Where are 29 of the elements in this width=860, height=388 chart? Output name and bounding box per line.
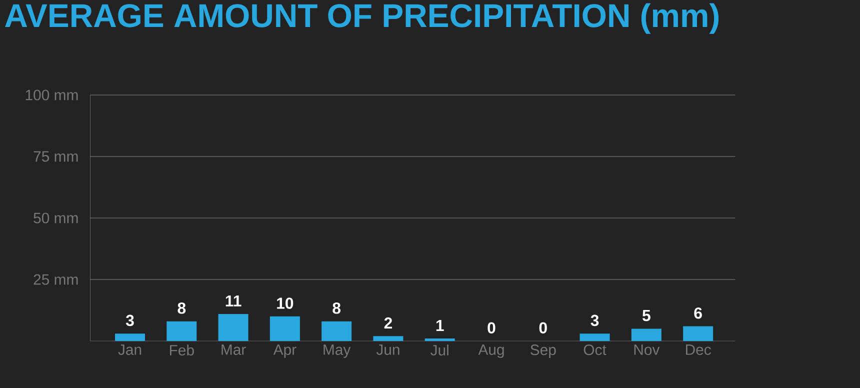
data-label: 6 [694,307,702,319]
y-tick-label: 25 mm [34,274,78,285]
x-tick-label: Oct [584,344,606,356]
x-tick-label: Feb [170,344,194,356]
chart-title: AVERAGE AMOUNT OF PRECIPITATION (mm) [5,3,719,34]
x-tick-label: Nov [634,344,660,355]
data-label: 8 [332,302,341,314]
x-tick-label: Jan [118,344,142,355]
data-label: 0 [488,322,496,334]
x-tick-label: Sep [530,344,556,358]
data-label: 2 [384,317,392,329]
x-tick-label: Mar [222,344,246,355]
y-tick-label: 50 mm [34,212,78,224]
data-label: 0 [539,322,547,334]
data-label: 3 [590,314,599,326]
data-label: 11 [226,295,242,306]
x-tick-label: Jun [376,344,400,355]
data-label: 10 [277,298,294,309]
x-tick-label: Apr [273,344,296,358]
y-tick-label: 75 mm [34,151,78,162]
x-tick-label: May [324,344,351,358]
data-label: 1 [436,320,444,332]
y-tick-label: 100 mm [26,90,78,100]
data-label: 5 [642,310,650,322]
x-tick-label: Jul [430,344,448,356]
x-tick-label: Dec [686,344,711,355]
data-label: 3 [126,314,134,326]
x-tick-label: Aug [478,344,504,358]
data-label: 8 [178,302,186,314]
